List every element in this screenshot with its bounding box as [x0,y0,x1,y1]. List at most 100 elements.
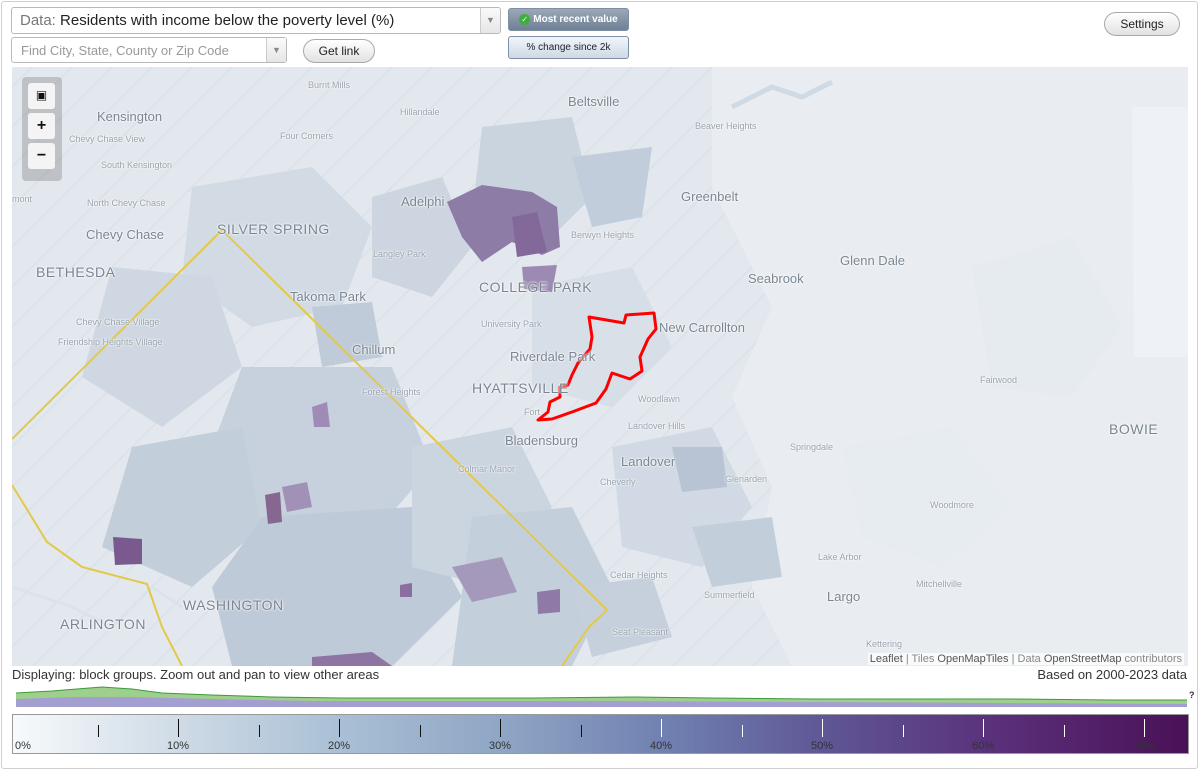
map-label: Friendship Heights Village [58,337,163,347]
map-label: Burnt Mills [308,80,351,90]
percent-change-button[interactable]: % change since 2k [508,36,629,59]
map-label: SILVER SPRING [217,221,330,237]
legend-tick [178,719,179,737]
map-label: mont [12,194,33,204]
map-label: Mitchellville [916,579,963,589]
get-link-button[interactable]: Get link [303,39,375,63]
legend-gradient [13,715,1188,753]
openstreetmap-link[interactable]: OpenStreetMap [1043,653,1122,665]
most-recent-value-button[interactable]: ✓ Most recent value [508,8,629,31]
map-label: Chillum [352,342,396,357]
chevron-down-icon[interactable]: ▼ [266,38,286,62]
map-attribution: Leaflet | Tiles OpenMapTiles | Data Open… [867,653,1184,665]
legend-tick [1064,725,1065,737]
map-label: Chevy Chase View [69,134,145,144]
chevron-down-icon[interactable]: ▼ [480,8,500,33]
map-label: North Chevy Chase [87,198,166,208]
legend-tick [903,725,904,737]
map-label: University Park [481,319,542,329]
legend-tick [420,725,421,737]
map-label: BETHESDA [36,264,116,280]
legend-tick [259,725,260,737]
legend-tick [500,719,501,737]
map-label: Chevy Chase Village [76,317,160,327]
map-label: Lake Arbor [818,552,862,562]
search-input[interactable] [12,38,266,62]
legend-label: 30% [489,740,512,752]
displaying-status: Displaying: block groups. Zoom out and p… [12,667,380,682]
zoom-in-button[interactable]: + [28,113,55,139]
map-label: Landover [621,454,676,469]
map-label: Greenbelt [681,189,739,204]
legend-tick [983,719,984,737]
map-label: Kensington [97,109,163,124]
attribution-tail: contributors [1121,653,1182,665]
map-label: Bladensburg [505,433,578,448]
map-label: Summerfield [704,590,755,600]
most-recent-value-label: Most recent value [533,14,618,25]
map-label: South Kensington [101,160,173,170]
map-label: Takoma Park [290,289,366,304]
map-label: Kettering [866,639,903,649]
zoom-out-button[interactable]: − [28,143,55,169]
legend-tick [339,719,340,737]
map-label: Seabrook [748,271,804,286]
choropleth-layer [12,67,1188,666]
data-years-note: Based on 2000-2023 data [1037,667,1187,682]
data-select-value: Residents with income below the poverty … [60,12,395,29]
zoom-control: ▣ + − [22,77,62,181]
map-label: Seat Pleasant [612,627,669,637]
map-label: Largo [827,589,861,604]
map-label: Colmar Manor [458,464,516,474]
map-label: COLLEGE PARK [479,279,593,295]
legend-tick [1144,719,1145,737]
map-label: Beltsville [568,94,620,109]
attribution-sep-tiles: | Tiles [902,653,938,665]
map-label: Riverdale Park [510,349,596,364]
histogram-help-icon[interactable]: ? [1189,690,1195,700]
map-label: HYATTSVILLE [472,380,569,396]
map-label: Fort [524,407,541,417]
map-label: New Carrollton [659,320,745,335]
legend-label: 50% [811,740,834,752]
map-label: WASHINGTON [183,597,284,613]
legend-tick [742,725,743,737]
legend-label: 10% [167,740,190,752]
map-label: Hillandale [400,107,440,117]
leaflet-link[interactable]: Leaflet [869,653,903,665]
map-label: Forest Heights [362,387,421,397]
legend-tick [661,719,662,737]
settings-button[interactable]: Settings [1104,12,1180,36]
map-label: Langley Park [373,249,426,259]
fit-bounds-icon[interactable]: ▣ [28,83,55,109]
map-label: Adelphi [401,194,445,209]
openmaptiles-link[interactable]: OpenMapTiles [937,653,1009,665]
color-legend: 0% 10% 20% 30% 40% 50% 60% 70% [12,714,1189,754]
map-label: ARLINGTON [60,616,146,632]
map-label: Woodlawn [638,394,680,404]
legend-label: 20% [328,740,351,752]
map-label: BOWIE [1109,421,1159,437]
map-label: Four Corners [280,131,334,141]
data-select-prefix: Data: [20,12,56,29]
distribution-histogram [15,686,1187,707]
legend-label: 0% [15,740,31,752]
data-select[interactable]: Data: Residents with income below the po… [11,7,501,34]
map-label: Cheverly [600,477,636,487]
legend-label: 70% [1133,740,1156,752]
legend-tick [822,719,823,737]
map-label: Glenn Dale [840,253,906,268]
legend-label: 60% [972,740,995,752]
location-search[interactable]: ▼ [11,37,287,63]
legend-tick [581,725,582,737]
legend-tick [98,725,99,737]
map-label: Berwyn Heights [571,230,635,240]
map-label: Springdale [790,442,834,452]
map-label: Chevy Chase [86,227,165,242]
map-label: Beaver Heights [695,121,757,131]
check-icon: ✓ [519,13,531,25]
map-label: Glenarden [725,474,768,484]
map-view[interactable]: Burnt Mills Hillandale Beltsville Kensingto… [12,67,1188,666]
map-label: Fairwood [980,375,1018,385]
map-label: Landover Hills [628,421,686,431]
